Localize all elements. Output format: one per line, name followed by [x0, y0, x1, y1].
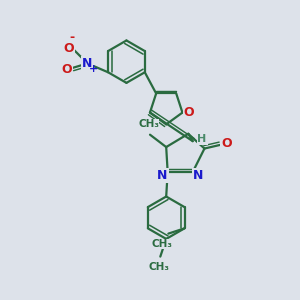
Text: O: O — [64, 42, 74, 55]
Text: CH₃: CH₃ — [148, 262, 169, 272]
Text: O: O — [184, 106, 194, 119]
Text: -: - — [69, 31, 74, 44]
Text: H: H — [197, 134, 207, 144]
Text: N: N — [157, 169, 168, 182]
Text: +: + — [89, 64, 99, 74]
Text: N: N — [193, 169, 203, 182]
Text: N: N — [82, 57, 93, 70]
Text: CH₃: CH₃ — [152, 239, 173, 249]
Text: O: O — [61, 63, 72, 76]
Text: CH₃: CH₃ — [138, 119, 159, 129]
Text: O: O — [221, 137, 232, 150]
